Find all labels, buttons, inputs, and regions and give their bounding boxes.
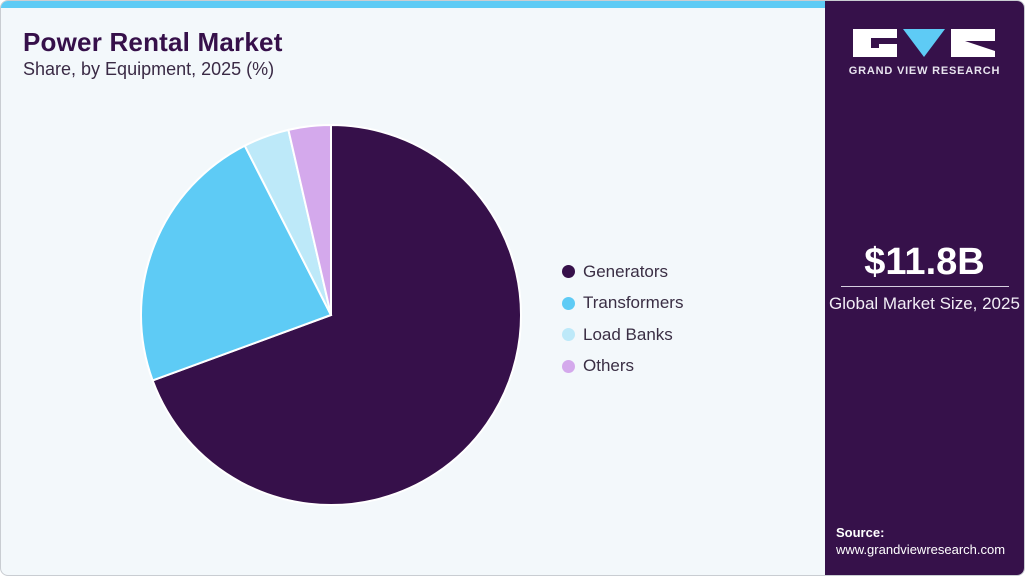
pie-slice-others <box>287 123 332 316</box>
legend-item-generators: Generators <box>562 256 683 288</box>
pie-slice-generators <box>151 123 522 506</box>
chart-legend: Generators Transformers Load Banks Others <box>562 256 683 382</box>
chart-title: Power Rental Market <box>23 27 283 57</box>
logo-text: GRAND VIEW RESEARCH <box>848 65 1001 77</box>
legend-label: Transformers <box>583 293 684 313</box>
pie-chart <box>140 123 522 506</box>
market-size-label: Global Market Size, 2025 <box>829 294 1020 313</box>
divider <box>841 286 1009 287</box>
legend-dot-icon <box>562 296 575 310</box>
legend-dot-icon <box>562 328 575 342</box>
legend-label: Generators <box>583 261 669 281</box>
pie-slice-transformers <box>140 144 333 382</box>
legend-label: Others <box>583 356 635 376</box>
chart-area: Power Rental Market Share, by Equipment,… <box>1 1 825 575</box>
market-size-value: $11.8B <box>864 241 985 283</box>
legend-item-transformers: Transformers <box>562 288 683 320</box>
legend-item-others: Others <box>562 351 683 383</box>
source-label: Source: <box>836 525 885 540</box>
accent-bar <box>1 1 825 8</box>
legend-item-load-banks: Load Banks <box>562 319 683 351</box>
info-panel: GRAND VIEW RESEARCH $11.8B Global Market… <box>825 1 1024 575</box>
source-link[interactable]: www.grandviewresearch.com <box>836 542 1006 557</box>
legend-dot-icon <box>562 265 575 279</box>
legend-label: Load Banks <box>583 324 673 344</box>
gvr-logo-icon <box>853 29 995 57</box>
chart-subtitle: Share, by Equipment, 2025 (%) <box>23 59 275 79</box>
legend-dot-icon <box>562 359 575 373</box>
